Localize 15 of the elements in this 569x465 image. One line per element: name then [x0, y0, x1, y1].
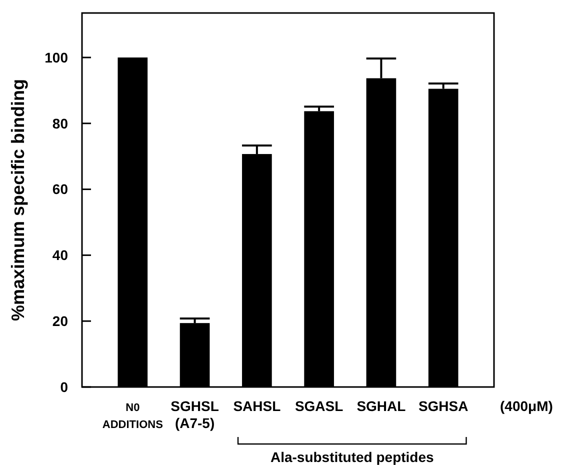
y-tick-label: 100	[44, 49, 68, 66]
y-tick-label: 20	[52, 312, 68, 329]
x-tick-label: SGHSA	[418, 398, 468, 414]
text: (400μM)	[500, 398, 553, 414]
y-tick-label: 0	[60, 378, 68, 395]
y-tick-label: 60	[52, 181, 68, 198]
x-tick-label: SGASL	[294, 398, 344, 414]
x-tick-label: N0 ADDITIONS	[102, 402, 163, 431]
y-axis-title: %maximum specific binding	[8, 78, 28, 322]
x-tick-label: SGHAL	[356, 398, 406, 414]
x-tick-label: SAHSL	[233, 398, 282, 414]
x-tick-label: SGHSL (A7-5)	[170, 398, 220, 431]
y-tick-label: 80	[52, 115, 68, 132]
text: Ala-substituted peptides	[270, 449, 434, 465]
y-tick-label: 40	[52, 247, 68, 264]
